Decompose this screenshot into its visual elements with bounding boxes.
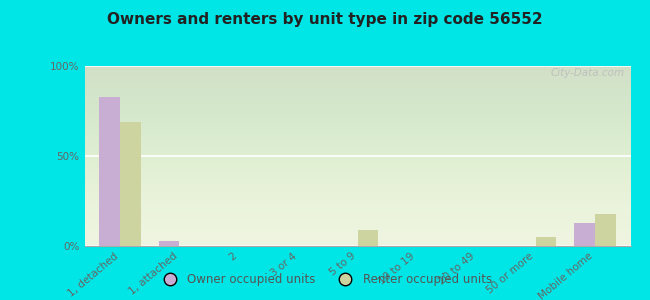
Bar — [120, 122, 141, 246]
Bar — [595, 214, 616, 246]
Bar — [99, 97, 120, 246]
Bar — [536, 237, 556, 246]
Text: City-Data.com: City-Data.com — [551, 68, 625, 78]
Bar — [159, 241, 179, 246]
Bar — [358, 230, 378, 246]
Text: Owners and renters by unit type in zip code 56552: Owners and renters by unit type in zip c… — [107, 12, 543, 27]
Bar — [574, 223, 595, 246]
Legend: Owner occupied units, Renter occupied units: Owner occupied units, Renter occupied un… — [153, 269, 497, 291]
